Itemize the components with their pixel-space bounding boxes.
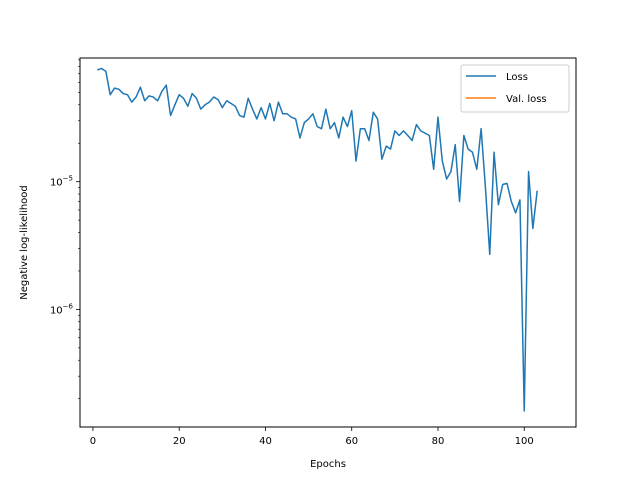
- y-axis-label: Negative log-likelihood: [19, 185, 30, 300]
- legend: Loss Val. loss: [460, 64, 570, 113]
- x-tick-label: 0: [90, 436, 96, 447]
- plot-frame: [79, 57, 577, 428]
- legend-label-val-loss: Val. loss: [506, 94, 547, 105]
- x-tick-label: 40: [259, 436, 272, 447]
- plot-layer: [97, 67, 538, 412]
- series-line-loss: [97, 67, 538, 412]
- x-tick-label: 100: [515, 436, 534, 447]
- legend-label-loss: Loss: [506, 72, 528, 83]
- x-axis-label: Epochs: [310, 459, 346, 470]
- y-tick-label: 10−5: [50, 175, 73, 189]
- x-tick-label: 60: [345, 436, 358, 447]
- x-tick-label: 80: [432, 436, 445, 447]
- x-tick-label: 20: [173, 436, 186, 447]
- y-tick-label: 10−6: [50, 302, 74, 316]
